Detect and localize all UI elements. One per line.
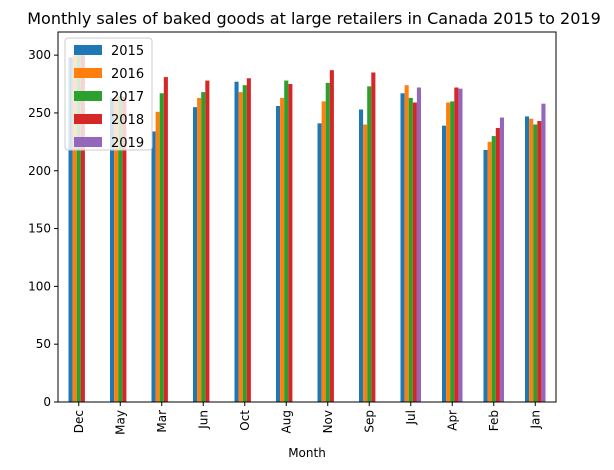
bar-jul-2017	[408, 97, 413, 402]
bar-dec-2016	[72, 55, 77, 403]
x-tick-label: Sep	[362, 410, 376, 433]
bar-may-2015	[110, 97, 115, 402]
bar-jun-2016	[197, 97, 202, 402]
bar-oct-2017	[242, 85, 247, 402]
bar-apr-2019	[458, 88, 463, 402]
bar-aug-2018	[288, 84, 293, 402]
legend-label-2019: 2019	[111, 136, 144, 151]
bar-jul-2015	[400, 93, 405, 402]
bar-apr-2016	[446, 102, 451, 402]
x-tick-label: Nov	[321, 410, 335, 433]
x-tick-label: Mar	[155, 410, 169, 433]
bar-dec-2018	[80, 55, 85, 403]
bar-jul-2019	[416, 87, 421, 402]
bar-dec-2017	[76, 55, 81, 403]
bar-apr-2017	[450, 101, 455, 403]
bar-nov-2016	[321, 101, 326, 403]
bar-jun-2018	[205, 80, 210, 402]
bars-group	[68, 55, 546, 403]
bar-feb-2015	[483, 149, 488, 402]
bar-jul-2016	[404, 85, 409, 402]
y-tick-label: 0	[43, 395, 51, 409]
bar-oct-2016	[238, 92, 243, 403]
bar-jun-2015	[193, 107, 198, 402]
bar-nov-2018	[329, 70, 334, 402]
legend-swatch-2017	[74, 91, 102, 101]
bar-mar-2016	[155, 111, 160, 402]
y-tick-label: 300	[28, 48, 51, 62]
bar-nov-2017	[325, 82, 330, 403]
x-tick-label: Jun	[196, 410, 210, 430]
bar-jan-2019	[541, 103, 546, 402]
bar-oct-2015	[234, 81, 239, 402]
legend-swatch-2018	[74, 114, 102, 124]
y-tick-label: 250	[28, 106, 51, 120]
x-tick-label: Dec	[72, 410, 86, 433]
legend-swatch-2015	[74, 45, 102, 55]
chart-title: Monthly sales of baked goods at large re…	[27, 9, 601, 28]
bar-jan-2017	[533, 124, 538, 402]
plot-frame	[57, 31, 557, 403]
bar-feb-2016	[487, 141, 492, 402]
bar-may-2018	[122, 96, 127, 402]
x-tick-label: Feb	[487, 410, 501, 431]
bar-oct-2018	[246, 78, 251, 402]
legend-label-2015: 2015	[111, 44, 144, 59]
x-tick-label: May	[113, 410, 127, 435]
bar-apr-2018	[454, 87, 459, 402]
bar-may-2017	[118, 95, 123, 402]
bar-jul-2018	[412, 102, 417, 402]
bar-jan-2015	[525, 116, 530, 402]
bar-feb-2019	[499, 117, 504, 402]
legend-swatch-2016	[74, 68, 102, 78]
y-tick-label: 200	[28, 164, 51, 178]
bar-sep-2015	[359, 109, 364, 402]
x-tick-label: Oct	[238, 410, 252, 431]
bar-sep-2018	[371, 72, 376, 402]
bar-may-2016	[114, 96, 119, 402]
x-tick-label: Jul	[404, 410, 418, 425]
y-tick-label: 150	[28, 222, 51, 236]
bar-jan-2016	[529, 118, 534, 402]
bar-mar-2017	[159, 93, 164, 402]
x-tick-label: Aug	[279, 410, 293, 433]
bar-mar-2015	[151, 131, 156, 402]
x-tick-label: Apr	[445, 410, 459, 431]
bar-jun-2017	[201, 92, 206, 403]
bar-feb-2017	[491, 136, 496, 402]
y-axis: 0 50 100 150 200 250 300	[28, 48, 58, 409]
legend-label-2016: 2016	[111, 67, 144, 82]
bar-nov-2015	[317, 123, 322, 402]
bar-aug-2017	[284, 80, 289, 402]
x-axis: Dec May Mar Jun Oct Aug Nov Sep Jul Apr Feb Jan	[72, 402, 542, 435]
bar-apr-2015	[442, 125, 447, 402]
bar-dec-2015	[68, 57, 73, 402]
x-axis-label: Month	[288, 446, 326, 460]
bar-aug-2015	[276, 106, 281, 402]
y-tick-label: 100	[28, 279, 51, 293]
bar-mar-2018	[163, 77, 168, 402]
y-tick-label: 50	[36, 337, 51, 351]
x-tick-label: Jan	[528, 410, 542, 430]
legend-swatch-2019	[74, 137, 102, 147]
bar-sep-2016	[363, 124, 368, 402]
bar-sep-2017	[367, 86, 372, 402]
legend: 2015 2016 2017 2018 2019	[64, 37, 153, 151]
legend-label-2017: 2017	[111, 90, 144, 105]
bar-feb-2018	[495, 127, 500, 402]
legend-label-2018: 2018	[111, 113, 144, 128]
bar-aug-2016	[280, 97, 285, 402]
bar-jan-2018	[537, 121, 542, 402]
